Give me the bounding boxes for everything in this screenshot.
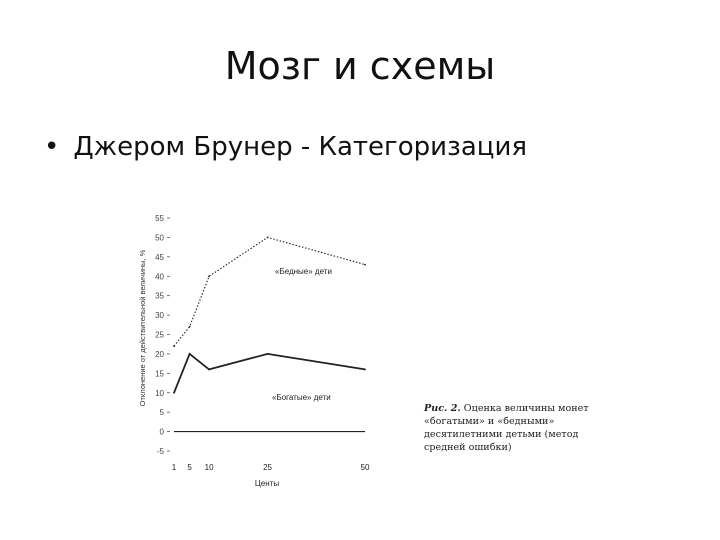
data-point-poor xyxy=(208,275,210,278)
series-line-poor xyxy=(173,236,366,347)
data-point-rich xyxy=(173,391,175,394)
series-label-rich: «Богатые» дети xyxy=(272,393,331,402)
x-tick-label: 5 xyxy=(187,463,192,472)
data-point-rich xyxy=(188,353,191,355)
data-point-rich xyxy=(266,353,269,355)
bullet-text: Джером Брунер - Категоризация xyxy=(73,132,527,162)
data-point-poor xyxy=(173,345,175,348)
y-tick-label: 40 xyxy=(155,272,164,281)
y-tick-label: 15 xyxy=(155,369,164,378)
y-tick-label: 20 xyxy=(155,350,164,359)
y-tick-label: 35 xyxy=(155,292,164,301)
data-point-poor xyxy=(266,236,269,239)
x-tick-label: 10 xyxy=(205,463,214,472)
y-tick-label: 55 xyxy=(155,214,164,223)
data-point-poor xyxy=(364,263,366,266)
figure-caption-label: Рис. 2. xyxy=(424,403,461,414)
y-tick-label: 0 xyxy=(160,428,165,437)
y-axis-label: Отклонение от действительной величины, % xyxy=(138,249,147,406)
y-tick-label: 25 xyxy=(155,331,164,340)
x-tick-label: 1 xyxy=(172,463,177,472)
y-tick-label: 45 xyxy=(155,253,164,262)
data-point-rich xyxy=(364,368,366,371)
y-tick-label: 30 xyxy=(155,311,164,320)
y-tick-label: -5 xyxy=(157,447,165,456)
y-tick-label: 10 xyxy=(155,389,164,398)
x-tick-label: 50 xyxy=(361,463,370,472)
x-tick-label: 25 xyxy=(263,463,272,472)
figure-caption-text: Оценка величины монет «богатыми» и «бедн… xyxy=(424,403,589,453)
bullet-symbol: • xyxy=(44,132,60,162)
bullet-item: • Джером Брунер - Категоризация xyxy=(44,132,527,162)
series-label-poor: «Бедные» дети xyxy=(275,267,332,276)
x-axis-label: Центы xyxy=(255,479,279,488)
data-point-rich xyxy=(208,368,210,371)
slide-title: Мозг и схемы xyxy=(224,44,496,88)
series-line-rich xyxy=(173,352,366,394)
y-tick-label: 50 xyxy=(155,233,164,242)
y-tick-label: 5 xyxy=(160,408,165,417)
figure-caption: Рис. 2. Оценка величины монет «богатыми»… xyxy=(424,402,592,454)
data-point-poor xyxy=(188,325,191,328)
